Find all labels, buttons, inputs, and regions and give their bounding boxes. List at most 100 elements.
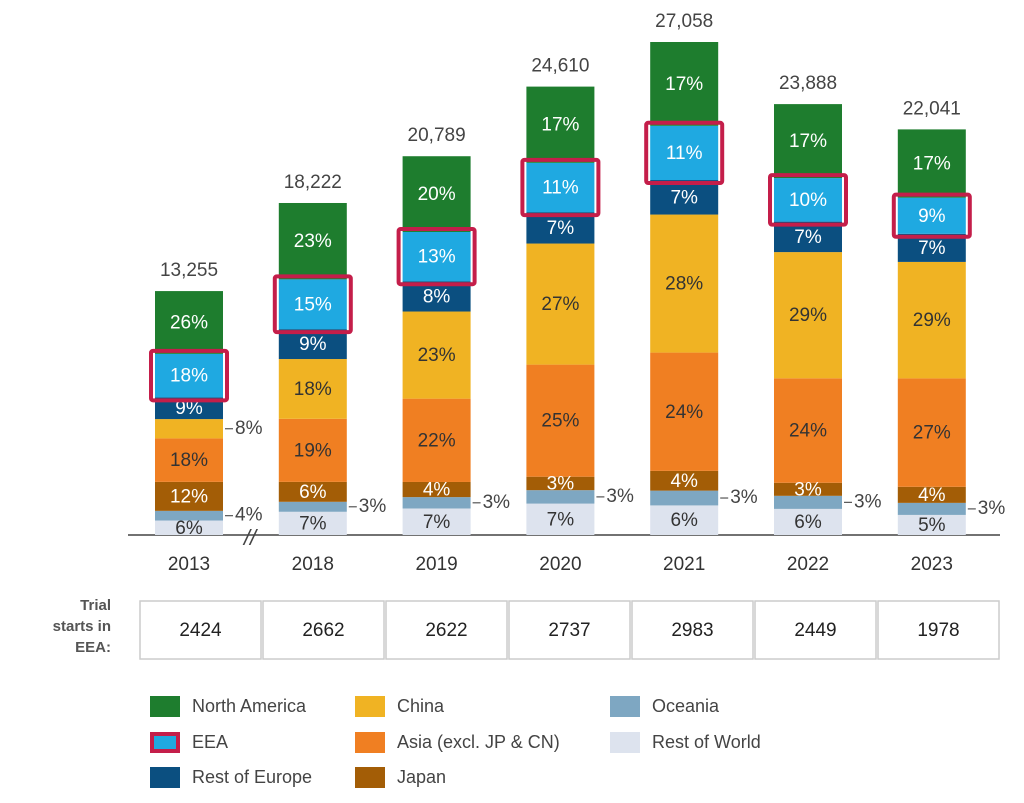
bar-segment xyxy=(897,261,966,379)
bar-stack xyxy=(774,104,842,535)
table-label: starts in xyxy=(53,618,111,635)
bar-segment xyxy=(155,510,223,521)
bar-segment xyxy=(278,481,347,502)
highlight-outline xyxy=(272,274,353,335)
x-tick-label: 2018 xyxy=(292,554,334,575)
bar-segment xyxy=(650,352,719,471)
segment-label: 18% xyxy=(170,366,208,387)
segment-label: 7% xyxy=(423,512,451,533)
segment-label: 5% xyxy=(918,515,946,536)
highlight-outline xyxy=(644,120,725,186)
segment-label: 7% xyxy=(918,238,946,259)
highlight-outline xyxy=(891,192,972,239)
x-tick-label: 2013 xyxy=(168,554,210,575)
table-value: 2424 xyxy=(179,620,222,641)
segment-label: 23% xyxy=(294,231,332,252)
bar-segment xyxy=(526,243,595,365)
bar-segment xyxy=(897,129,966,198)
table-cell xyxy=(508,600,631,660)
segment-label: 25% xyxy=(541,411,579,432)
total-label: 24,610 xyxy=(531,56,589,77)
table-value: 1978 xyxy=(917,620,959,641)
table-value: 2662 xyxy=(302,620,344,641)
segment-label: 11% xyxy=(666,143,703,164)
bar-segment xyxy=(155,520,223,535)
legend-swatch xyxy=(150,767,180,788)
legend-label: Japan xyxy=(397,767,446,787)
x-tick-label: 2021 xyxy=(663,554,705,575)
bar-segment xyxy=(650,505,719,535)
segment-label: 18% xyxy=(294,379,332,400)
bar-segment xyxy=(897,514,966,535)
bar-segment xyxy=(155,291,223,354)
bar-segment xyxy=(526,503,595,535)
bar-stack xyxy=(155,291,223,535)
segment-label: 13% xyxy=(418,247,456,268)
table-cell xyxy=(262,600,385,660)
segment-label: 9% xyxy=(299,334,327,355)
legend-label: Rest of Europe xyxy=(192,767,312,787)
legend-label: China xyxy=(397,696,445,716)
bar-segment xyxy=(774,104,842,179)
segment-label: 27% xyxy=(541,294,579,315)
segment-label: 29% xyxy=(789,305,827,326)
segment-label: 3% xyxy=(854,491,882,512)
table-cell xyxy=(139,600,262,660)
segment-label: 24% xyxy=(789,421,827,442)
bar-segment xyxy=(650,470,719,491)
legend-label: Rest of World xyxy=(652,732,761,752)
table-value: 2983 xyxy=(671,620,713,641)
segment-label: 6% xyxy=(794,512,822,533)
table-cell xyxy=(631,600,754,660)
legend-label: Asia (excl. JP & CN) xyxy=(397,732,560,752)
bar-segment xyxy=(402,481,471,498)
x-tick-label: 2023 xyxy=(911,554,953,575)
bar-segment xyxy=(278,511,347,535)
bar-stack xyxy=(526,86,595,535)
bar-stack xyxy=(897,129,966,535)
bar-segment xyxy=(278,279,347,330)
segment-label: 6% xyxy=(299,482,327,503)
total-label: 23,888 xyxy=(779,73,837,94)
bar-segment xyxy=(774,378,842,483)
legend-swatch xyxy=(150,732,180,753)
segment-label: 29% xyxy=(913,310,951,331)
total-label: 13,255 xyxy=(160,260,218,281)
bar-segment xyxy=(650,214,719,353)
bar-segment xyxy=(897,378,966,487)
legend-swatch xyxy=(355,767,385,788)
bar-stack xyxy=(402,156,471,535)
bar-segment xyxy=(278,501,347,512)
segment-label: 24% xyxy=(665,402,703,423)
segment-label: 11% xyxy=(542,178,579,199)
bar-segment xyxy=(526,364,595,477)
segment-label: 23% xyxy=(418,345,456,366)
bar-segment xyxy=(774,482,842,496)
bar-segment xyxy=(155,397,223,420)
segment-label: 7% xyxy=(299,513,327,534)
segment-label: 7% xyxy=(794,227,822,248)
table-cell xyxy=(754,600,877,660)
segment-label: 17% xyxy=(789,131,827,152)
bar-segment xyxy=(526,212,595,244)
bar-segment xyxy=(526,162,595,213)
bar-stack xyxy=(278,202,347,535)
bar-segment xyxy=(402,281,471,312)
bar-segment xyxy=(774,495,842,509)
segment-label: 3% xyxy=(794,479,822,500)
segment-label: 3% xyxy=(978,498,1006,519)
segment-label: 17% xyxy=(541,115,579,136)
segment-label: 7% xyxy=(670,187,698,208)
highlight-outline xyxy=(768,173,848,227)
bar-segment xyxy=(278,418,347,482)
segment-label: 17% xyxy=(665,74,703,95)
bar-segment xyxy=(155,419,223,439)
segment-label: 19% xyxy=(294,440,332,461)
total-label: 22,041 xyxy=(903,98,961,119)
segment-label: 8% xyxy=(423,286,451,307)
table-value: 2449 xyxy=(794,620,836,641)
segment-label: 4% xyxy=(235,505,263,526)
bar-segment xyxy=(526,476,595,491)
bar-segment xyxy=(650,490,719,506)
legend-swatch xyxy=(355,732,385,753)
